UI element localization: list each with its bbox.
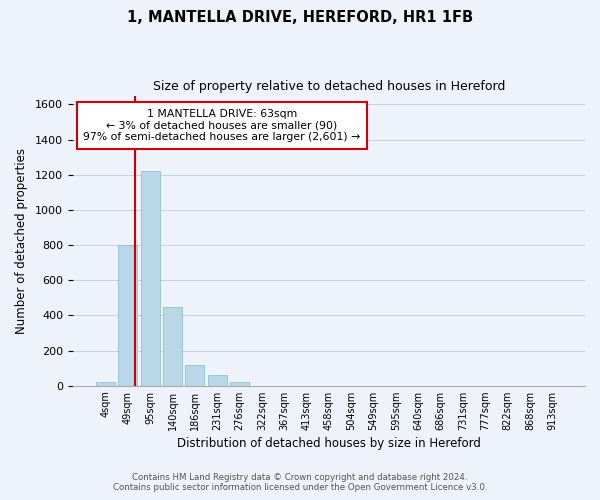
Bar <box>118 245 137 386</box>
Bar <box>230 382 249 386</box>
Bar <box>96 382 115 386</box>
Text: 1, MANTELLA DRIVE, HEREFORD, HR1 1FB: 1, MANTELLA DRIVE, HEREFORD, HR1 1FB <box>127 10 473 25</box>
Title: Size of property relative to detached houses in Hereford: Size of property relative to detached ho… <box>153 80 505 93</box>
Bar <box>163 306 182 386</box>
X-axis label: Distribution of detached houses by size in Hereford: Distribution of detached houses by size … <box>177 437 481 450</box>
Bar <box>185 364 205 386</box>
Text: 1 MANTELLA DRIVE: 63sqm
← 3% of detached houses are smaller (90)
97% of semi-det: 1 MANTELLA DRIVE: 63sqm ← 3% of detached… <box>83 109 361 142</box>
Bar <box>208 375 227 386</box>
Text: Contains HM Land Registry data © Crown copyright and database right 2024.
Contai: Contains HM Land Registry data © Crown c… <box>113 473 487 492</box>
Y-axis label: Number of detached properties: Number of detached properties <box>15 148 28 334</box>
Bar <box>141 171 160 386</box>
